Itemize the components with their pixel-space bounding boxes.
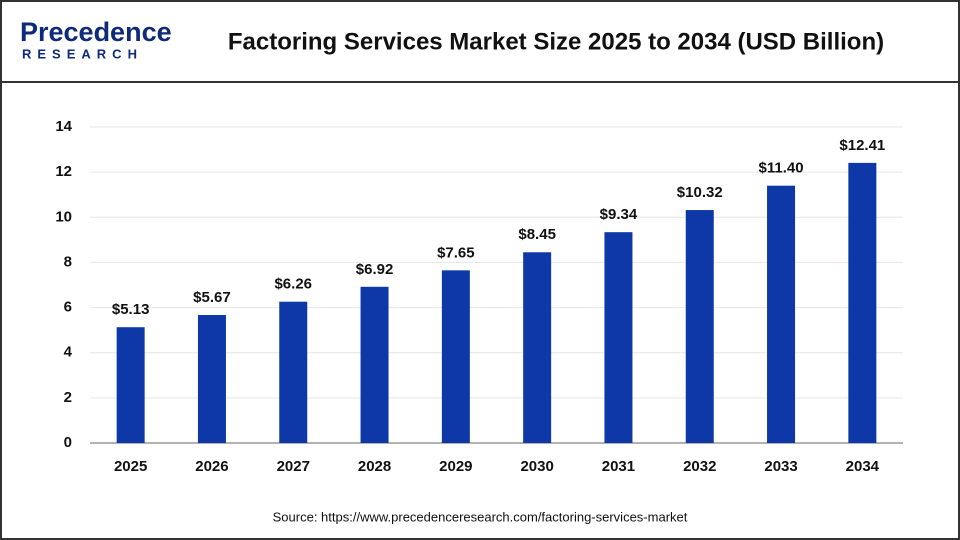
bar (523, 252, 552, 443)
value-label: $10.32 (677, 184, 723, 201)
x-tick-label: 2030 (520, 458, 553, 475)
value-label: $5.13 (112, 301, 150, 318)
bar (360, 286, 389, 443)
bar (848, 162, 877, 444)
y-tick-label: 8 (64, 253, 72, 270)
y-tick-label: 2 (64, 389, 72, 406)
source: Source: https://www.precedenceresearch.c… (273, 509, 688, 524)
value-label: $11.40 (759, 160, 804, 177)
value-label: $5.67 (193, 289, 231, 306)
x-tick-label: 2031 (602, 458, 635, 475)
x-tick-label: 2028 (358, 458, 391, 475)
x-tick-label: 2026 (195, 458, 228, 475)
logo-tagline: RESEARCH (22, 46, 143, 61)
x-tick-label: 2025 (114, 458, 147, 475)
chart-title: Factoring Services Market Size 2025 to 2… (228, 28, 884, 55)
value-label: $6.26 (274, 276, 312, 293)
bar (279, 301, 308, 443)
x-tick-label: 2032 (683, 458, 716, 475)
x-tick-label: 2029 (439, 458, 472, 475)
y-tick-label: 14 (55, 118, 72, 135)
y-tick-label: 12 (55, 163, 72, 180)
x-tick-label: 2027 (277, 458, 310, 475)
y-tick-label: 0 (64, 434, 72, 451)
bar (197, 315, 226, 443)
y-tick-label: 4 (64, 344, 73, 361)
bar (116, 327, 145, 443)
x-tick-label: 2033 (764, 458, 797, 475)
value-label: $6.92 (356, 261, 394, 278)
logo-name: Precedence (20, 17, 172, 47)
bar (441, 270, 470, 443)
x-tick-label: 2034 (846, 458, 880, 475)
bar (604, 232, 633, 443)
value-label: $9.34 (600, 206, 638, 223)
value-label: $7.65 (437, 244, 475, 261)
value-label: $12.41 (839, 137, 885, 154)
y-tick-label: 6 (64, 299, 72, 316)
y-tick-label: 10 (55, 208, 72, 225)
bar (685, 210, 714, 443)
value-label: $8.45 (518, 226, 556, 243)
bar (767, 185, 796, 443)
